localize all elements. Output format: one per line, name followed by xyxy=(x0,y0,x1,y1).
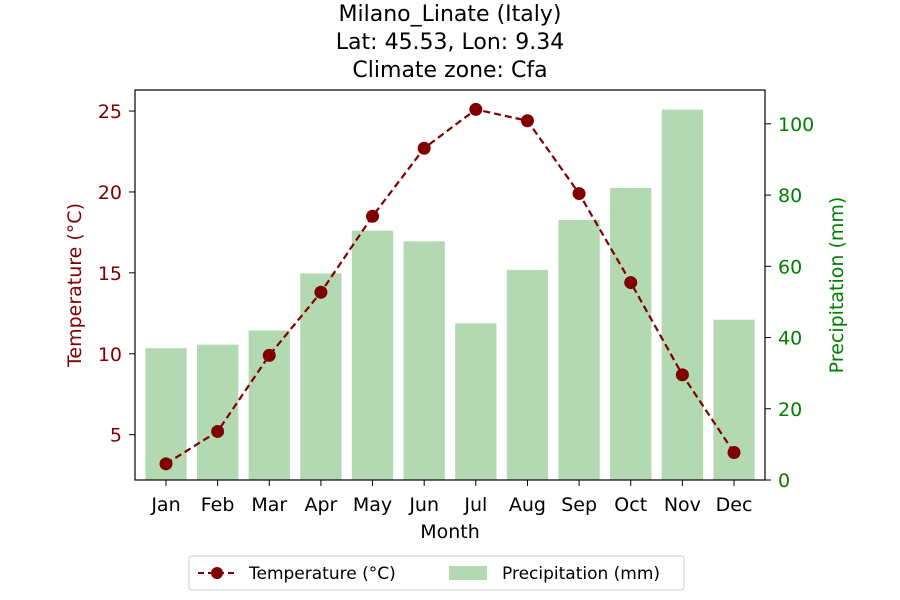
temperature-line xyxy=(159,102,741,471)
title-line-1: Milano_Linate (Italy) xyxy=(339,2,562,27)
right-y-tick-label: 40 xyxy=(778,328,802,350)
precipitation-bar-apr xyxy=(300,273,342,480)
temperature-point-jun xyxy=(417,141,431,155)
temperature-point-mar xyxy=(262,348,276,362)
temperature-point-nov xyxy=(675,368,689,382)
left-y-tick-label: 10 xyxy=(98,344,122,366)
legend-temperature-marker xyxy=(211,567,223,579)
precipitation-bar-may xyxy=(351,230,394,480)
x-tick-label: Sep xyxy=(561,494,597,516)
right-y-tick-label: 60 xyxy=(778,256,802,278)
x-tick-label: Jun xyxy=(408,494,439,516)
temperature-point-jul xyxy=(469,102,483,116)
x-axis-ticks: Jan Feb Mar Apr May Jun Jul Aug Sep Oct Nov Dec xyxy=(150,480,752,516)
precipitation-bar-oct xyxy=(610,187,652,481)
x-tick-label: Mar xyxy=(251,494,287,516)
left-y-tick-label: 15 xyxy=(98,263,122,285)
right-y-tick-label: 80 xyxy=(778,185,802,207)
right-y-axis-ticks: 0 20 40 60 80 100 xyxy=(765,114,814,492)
temperature-point-dec xyxy=(727,445,741,459)
left-y-axis-label: Temperature (°C) xyxy=(64,203,86,368)
precipitation-bar-nov xyxy=(661,109,704,480)
x-tick-label: Apr xyxy=(304,494,337,516)
x-axis-label: Month xyxy=(420,521,480,543)
title-line-3: Climate zone: Cfa xyxy=(352,58,547,83)
right-y-tick-label: 0 xyxy=(778,470,790,492)
temperature-point-may xyxy=(366,209,380,223)
left-y-tick-label: 5 xyxy=(110,425,122,447)
left-y-tick-label: 20 xyxy=(98,182,122,204)
title-line-2: Lat: 45.53, Lon: 9.34 xyxy=(336,30,564,55)
right-y-tick-label: 20 xyxy=(778,399,802,421)
x-tick-label: Aug xyxy=(509,494,546,516)
temperature-point-jan xyxy=(159,457,173,471)
temperature-point-oct xyxy=(624,276,638,290)
precipitation-bar-sep xyxy=(558,220,600,480)
legend-frame xyxy=(188,555,685,591)
precipitation-bar-feb xyxy=(196,344,239,480)
x-tick-label: Jul xyxy=(463,494,487,516)
x-tick-label: Dec xyxy=(716,494,753,516)
temperature-series-line xyxy=(165,108,735,465)
x-tick-label: Oct xyxy=(614,494,647,516)
temperature-point-feb xyxy=(211,424,225,438)
legend-precipitation-label: Precipitation (mm) xyxy=(502,564,660,584)
legend-temperature-label: Temperature (°C) xyxy=(248,564,396,584)
temperature-point-aug xyxy=(520,114,534,128)
legend-precipitation-swatch xyxy=(449,566,487,580)
temperature-point-sep xyxy=(572,187,586,201)
legend: Temperature (°C) Precipitation (mm) xyxy=(188,555,685,591)
chart-title: Milano_Linate (Italy) Lat: 45.53, Lon: 9… xyxy=(336,2,564,83)
plot-frame xyxy=(134,89,766,481)
precipitation-bar-jun xyxy=(403,241,445,480)
right-y-tick-label: 100 xyxy=(778,114,814,136)
right-y-axis-label: Precipitation (mm) xyxy=(826,197,848,374)
precipitation-bar-jul xyxy=(455,323,497,480)
precipitation-bars xyxy=(145,109,755,481)
left-y-axis-ticks: 5 10 15 20 25 xyxy=(98,101,135,447)
temperature-point-apr xyxy=(314,285,328,299)
x-tick-label: May xyxy=(353,494,392,516)
precipitation-bar-aug xyxy=(506,269,549,480)
x-tick-label: Feb xyxy=(201,494,235,516)
x-tick-label: Jan xyxy=(150,494,180,516)
x-tick-label: Nov xyxy=(664,494,701,516)
left-y-tick-label: 25 xyxy=(98,101,122,123)
